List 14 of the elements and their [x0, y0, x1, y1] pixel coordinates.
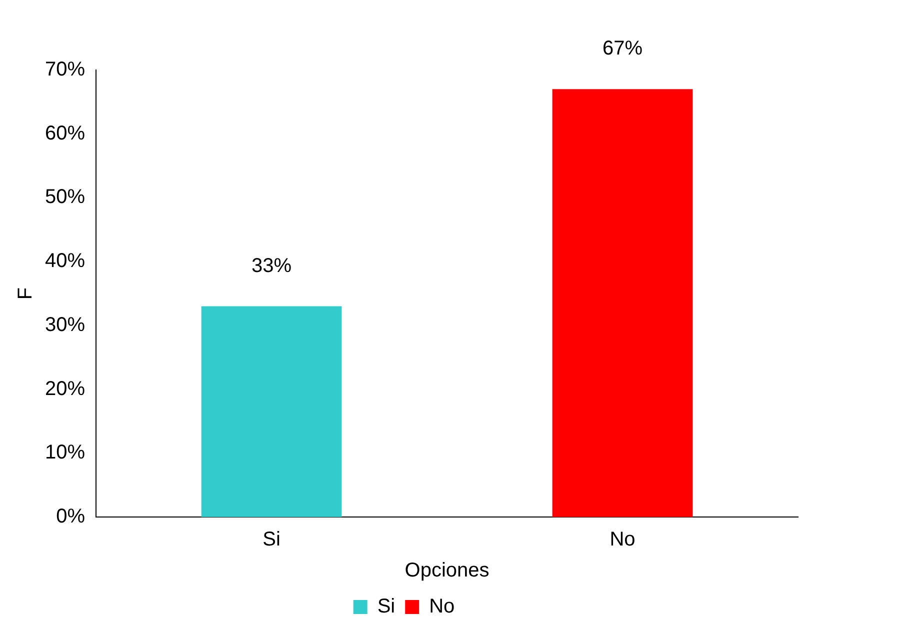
data-label: 33% — [252, 254, 292, 277]
legend-label: No — [429, 596, 455, 618]
y-tick-label: 40% — [45, 250, 86, 272]
y-tick-label: 30% — [45, 314, 86, 336]
y-tick-label: 20% — [45, 378, 86, 400]
y-tick-label: 60% — [45, 122, 86, 144]
y-tick-label: 50% — [45, 186, 86, 208]
y-tick-label: 0% — [56, 506, 86, 528]
y-tick-label: 70% — [45, 58, 86, 81]
x-axis-title: Opciones — [404, 560, 490, 582]
legend-label: Si — [377, 596, 396, 618]
data-label: 67% — [602, 38, 643, 60]
y-tick-label: 10% — [45, 442, 86, 464]
y-axis-title: F — [14, 287, 37, 300]
